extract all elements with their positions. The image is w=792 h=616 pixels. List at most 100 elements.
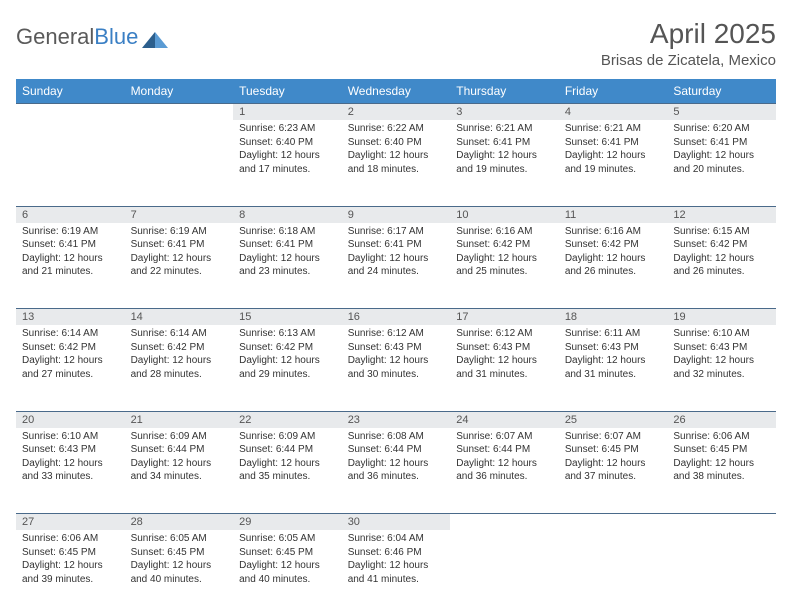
day-content-cell: Sunrise: 6:10 AMSunset: 6:43 PMDaylight:… <box>16 428 125 514</box>
day-content-cell: Sunrise: 6:22 AMSunset: 6:40 PMDaylight:… <box>342 120 451 206</box>
day-content-row: Sunrise: 6:06 AMSunset: 6:45 PMDaylight:… <box>16 530 776 616</box>
sun-info-line: Sunrise: 6:12 AM <box>456 327 553 341</box>
day-content-cell: Sunrise: 6:05 AMSunset: 6:45 PMDaylight:… <box>233 530 342 616</box>
day-number-cell: 30 <box>342 514 451 531</box>
day-number-cell: 16 <box>342 309 451 326</box>
day-number-row: 13141516171819 <box>16 309 776 326</box>
sun-info-line: Sunrise: 6:08 AM <box>348 430 445 444</box>
sun-info-line: Sunrise: 6:13 AM <box>239 327 336 341</box>
sun-info-line: and 28 minutes. <box>131 368 228 382</box>
sun-info-line: Sunset: 6:40 PM <box>348 136 445 150</box>
sun-info-line: and 30 minutes. <box>348 368 445 382</box>
day-number-cell: 6 <box>16 206 125 223</box>
sun-info-line: Sunset: 6:41 PM <box>348 238 445 252</box>
day-number-cell: 5 <box>667 104 776 121</box>
title-block: April 2025 Brisas de Zicatela, Mexico <box>601 18 776 69</box>
sun-info-line: Sunrise: 6:14 AM <box>131 327 228 341</box>
sun-info-line: Sunrise: 6:17 AM <box>348 225 445 239</box>
day-content-cell: Sunrise: 6:12 AMSunset: 6:43 PMDaylight:… <box>342 325 451 411</box>
day-content-row: Sunrise: 6:10 AMSunset: 6:43 PMDaylight:… <box>16 428 776 514</box>
sun-info-line: Sunrise: 6:07 AM <box>565 430 662 444</box>
sun-info-line: Sunset: 6:45 PM <box>239 546 336 560</box>
day-content-cell: Sunrise: 6:19 AMSunset: 6:41 PMDaylight:… <box>125 223 234 309</box>
day-number-cell: 23 <box>342 411 451 428</box>
day-content-cell: Sunrise: 6:17 AMSunset: 6:41 PMDaylight:… <box>342 223 451 309</box>
sun-info-line: Sunrise: 6:22 AM <box>348 122 445 136</box>
sun-info-line: and 23 minutes. <box>239 265 336 279</box>
day-number-cell: 1 <box>233 104 342 121</box>
sun-info-line: Sunset: 6:41 PM <box>565 136 662 150</box>
sun-info-line: Sunset: 6:45 PM <box>22 546 119 560</box>
sun-info-line: Sunset: 6:43 PM <box>348 341 445 355</box>
day-content-cell: Sunrise: 6:13 AMSunset: 6:42 PMDaylight:… <box>233 325 342 411</box>
day-number-row: 27282930 <box>16 514 776 531</box>
sun-info-line: Sunset: 6:46 PM <box>348 546 445 560</box>
day-content-cell: Sunrise: 6:18 AMSunset: 6:41 PMDaylight:… <box>233 223 342 309</box>
day-content-cell: Sunrise: 6:14 AMSunset: 6:42 PMDaylight:… <box>16 325 125 411</box>
sun-info-line: Daylight: 12 hours <box>673 457 770 471</box>
sun-info-line: Sunrise: 6:18 AM <box>239 225 336 239</box>
logo-text-1: General <box>16 24 94 50</box>
day-content-cell: Sunrise: 6:15 AMSunset: 6:42 PMDaylight:… <box>667 223 776 309</box>
sun-info-line: Sunset: 6:41 PM <box>239 238 336 252</box>
sun-info-line: Sunrise: 6:11 AM <box>565 327 662 341</box>
sun-info-line: Sunrise: 6:16 AM <box>456 225 553 239</box>
sun-info-line: Daylight: 12 hours <box>239 457 336 471</box>
day-number-cell: 22 <box>233 411 342 428</box>
sun-info-line: Sunset: 6:44 PM <box>456 443 553 457</box>
sun-info-line: Sunrise: 6:10 AM <box>22 430 119 444</box>
sun-info-line: Daylight: 12 hours <box>565 354 662 368</box>
sun-info-line: and 19 minutes. <box>565 163 662 177</box>
day-content-row: Sunrise: 6:14 AMSunset: 6:42 PM Daylight:… <box>16 325 776 411</box>
weekday-header: Monday <box>125 79 234 104</box>
day-number-cell: 25 <box>559 411 668 428</box>
day-number-cell: 8 <box>233 206 342 223</box>
day-number-cell: 20 <box>16 411 125 428</box>
location: Brisas de Zicatela, Mexico <box>601 52 776 69</box>
sun-info-line: Sunset: 6:41 PM <box>673 136 770 150</box>
day-number-cell: 21 <box>125 411 234 428</box>
day-number-cell: 13 <box>16 309 125 326</box>
month-title: April 2025 <box>601 18 776 50</box>
sun-info-line: Sunset: 6:42 PM <box>131 341 228 355</box>
day-number-cell <box>16 104 125 121</box>
sun-info-line: and 32 minutes. <box>673 368 770 382</box>
sun-info-line: and 26 minutes. <box>565 265 662 279</box>
day-number-cell: 11 <box>559 206 668 223</box>
weekday-header: Saturday <box>667 79 776 104</box>
sun-info-line: and 19 minutes. <box>456 163 553 177</box>
sun-info-line: Daylight: 12 hours <box>131 559 228 573</box>
sun-info-line: Sunset: 6:45 PM <box>565 443 662 457</box>
sun-info-line: Daylight: 12 hours <box>348 457 445 471</box>
sun-info-line: Sunset: 6:43 PM <box>22 443 119 457</box>
day-content-cell: Sunrise: 6:16 AMSunset: 6:42 PMDaylight:… <box>559 223 668 309</box>
day-number-cell: 9 <box>342 206 451 223</box>
day-number-cell <box>667 514 776 531</box>
sun-info-line: Daylight: 12 hours <box>239 559 336 573</box>
day-content-cell: Sunrise: 6:06 AMSunset: 6:45 PMDaylight:… <box>667 428 776 514</box>
sun-info-line: and 29 minutes. <box>239 368 336 382</box>
day-content-cell: Sunrise: 6:12 AMSunset: 6:43 PMDaylight:… <box>450 325 559 411</box>
day-content-cell: Sunrise: 6:11 AMSunset: 6:43 PMDaylight:… <box>559 325 668 411</box>
day-content-cell: Sunrise: 6:09 AMSunset: 6:44 PMDaylight:… <box>125 428 234 514</box>
sun-info-line: Daylight: 12 hours <box>348 252 445 266</box>
day-number-cell: 12 <box>667 206 776 223</box>
sun-info-line: and 40 minutes. <box>131 573 228 587</box>
day-content-cell: Sunrise: 6:07 AMSunset: 6:44 PMDaylight:… <box>450 428 559 514</box>
day-content-cell <box>450 530 559 616</box>
sun-info-line: and 38 minutes. <box>673 470 770 484</box>
day-number-cell: 15 <box>233 309 342 326</box>
sun-info-line: Daylight: 12 hours <box>239 149 336 163</box>
header: GeneralBlue April 2025 Brisas de Zicatel… <box>16 18 776 69</box>
sun-info-line: Daylight: 12 hours <box>22 252 119 266</box>
sun-info-line: Daylight: 12 hours <box>22 457 119 471</box>
sun-info-line: Daylight: 12 hours <box>456 252 553 266</box>
day-content-row: Sunrise: 6:19 AMSunset: 6:41 PMDaylight:… <box>16 223 776 309</box>
weekday-header: Wednesday <box>342 79 451 104</box>
sun-info-line: and 26 minutes. <box>673 265 770 279</box>
sun-info-line: Daylight: 12 hours <box>239 354 336 368</box>
sun-info-line: Sunrise: 6:10 AM <box>673 327 770 341</box>
logo-text-2: Blue <box>94 24 138 50</box>
sun-info-line: Sunrise: 6:21 AM <box>456 122 553 136</box>
day-content-cell: Sunrise: 6:06 AMSunset: 6:45 PMDaylight:… <box>16 530 125 616</box>
